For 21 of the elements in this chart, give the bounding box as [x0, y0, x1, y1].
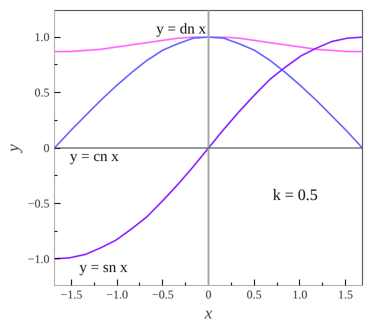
series-label: y = cn x [70, 148, 120, 165]
annotation: k = 0.5 [272, 187, 318, 204]
x-tick-label: 1.0 [292, 288, 308, 302]
y-tick-label: 0.5 [34, 86, 50, 100]
series-label: y = dn x [156, 21, 206, 38]
y-tick-label: −1.0 [28, 252, 50, 266]
line-series [54, 36, 362, 52]
line-series [54, 36, 362, 260]
y-axis-title: y [4, 144, 23, 154]
series-label: y = sn x [79, 260, 128, 276]
x-tick-label: −0.5 [152, 288, 174, 302]
y-tick-label: 0 [44, 141, 50, 155]
line-series [54, 36, 362, 149]
x-tick-label: −1.5 [60, 288, 82, 302]
x-axis-title: x [204, 304, 213, 322]
x-tick-label: 0.5 [246, 288, 262, 302]
x-tick-label: 1.5 [338, 288, 354, 302]
y-tick-label: −0.5 [28, 196, 50, 210]
y-tick-label: 1.0 [34, 30, 50, 44]
x-tick-label: 0 [206, 288, 212, 302]
x-tick-label: −1.0 [106, 288, 128, 302]
